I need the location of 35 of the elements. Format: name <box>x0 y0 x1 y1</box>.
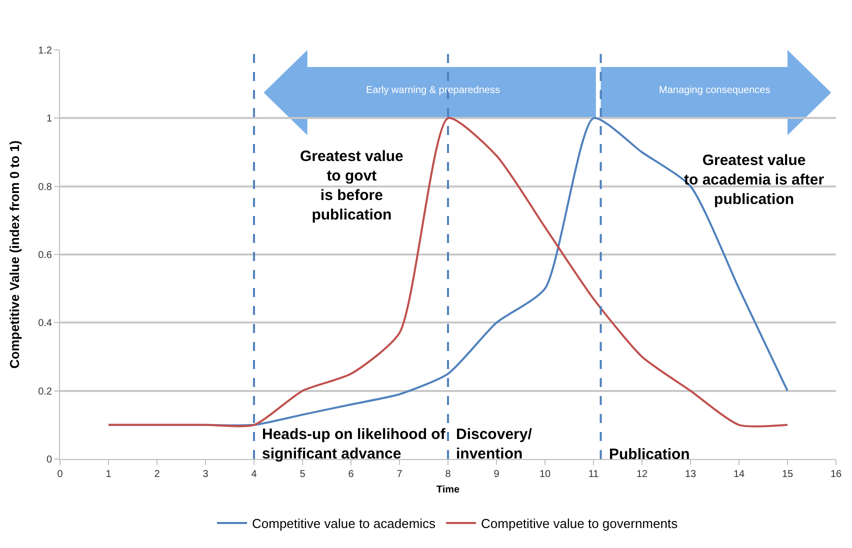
ref-line-label: Discovery/ invention <box>456 426 533 462</box>
x-tick-label: 11 <box>588 469 600 480</box>
x-tick-label: 12 <box>636 469 648 480</box>
x-tick-label: 13 <box>684 469 696 480</box>
y-tick-label: 0.6 <box>38 250 52 261</box>
x-tick-label: 5 <box>300 469 306 480</box>
x-tick-label: 9 <box>494 469 500 480</box>
x-tick-label: 8 <box>445 469 452 480</box>
x-tick-label: 4 <box>251 469 258 480</box>
ref-line-label: Heads-up on likelihood of significant advance <box>262 426 446 462</box>
x-tick-label: 16 <box>830 469 842 480</box>
x-axis-title: Time <box>436 484 460 496</box>
x-tick-label: 15 <box>782 469 794 480</box>
y-axis-title: Competitive Value (index from 0 to 1) <box>7 140 22 369</box>
x-tick-label: 7 <box>396 469 403 480</box>
annotation: Early warning & preparedness <box>366 85 500 96</box>
y-tick-label: 1 <box>46 114 52 125</box>
x-tick-label: 14 <box>733 469 745 480</box>
x-tick-label: 0 <box>57 469 64 480</box>
x-tick-label: 3 <box>202 469 209 480</box>
legend-label: Competitive value to governments <box>481 516 678 532</box>
y-tick-label: 1.2 <box>38 46 52 56</box>
x-tick-label: 1 <box>106 469 112 480</box>
annotation: Managing consequences <box>659 85 770 96</box>
x-tick-label: 10 <box>539 469 551 480</box>
x-tick-label: 2 <box>154 469 160 480</box>
ref-line-label: Publication <box>609 446 690 463</box>
y-tick-label: 0.4 <box>38 318 52 330</box>
y-tick-label: 0 <box>46 454 52 466</box>
legend-label: Competitive value to academics <box>252 516 436 532</box>
y-tick-label: 0.8 <box>38 182 52 193</box>
annotation: Greatest value to govt is before publication <box>300 148 404 224</box>
annotation: Greatest value to academia is after publication <box>684 152 824 208</box>
y-tick-label: 0.2 <box>38 386 52 398</box>
x-tick-label: 6 <box>348 469 354 480</box>
